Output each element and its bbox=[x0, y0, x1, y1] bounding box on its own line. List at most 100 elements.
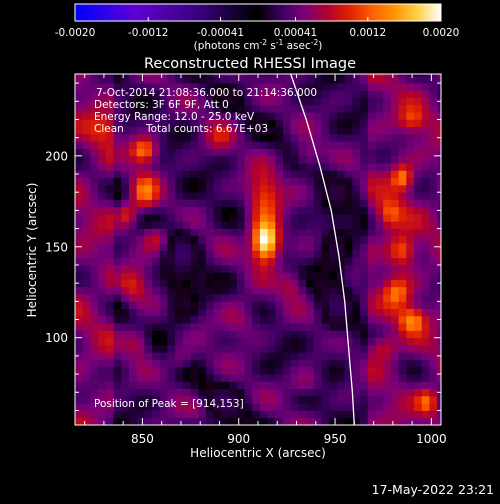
heatmap-cell bbox=[236, 403, 245, 411]
heatmap-cell bbox=[360, 308, 369, 317]
heatmap-cell bbox=[252, 235, 261, 244]
heatmap-cell bbox=[390, 184, 400, 193]
heatmap-cell bbox=[421, 294, 430, 302]
heatmap-cell bbox=[121, 403, 130, 411]
heatmap-cell bbox=[336, 148, 346, 157]
heatmap-cell bbox=[98, 243, 107, 251]
heatmap-cell bbox=[267, 192, 276, 200]
heatmap-cell bbox=[321, 403, 330, 411]
heatmap-cell bbox=[383, 134, 392, 142]
heatmap-cell bbox=[244, 112, 253, 120]
heatmap-cell bbox=[313, 395, 322, 404]
heatmap-cell bbox=[336, 257, 346, 266]
heatmap-cell bbox=[375, 148, 384, 157]
heatmap-cell bbox=[406, 177, 415, 186]
heatmap-cell bbox=[352, 235, 361, 244]
heatmap-cell bbox=[298, 344, 307, 353]
heatmap-cell bbox=[259, 177, 269, 186]
heatmap-cell bbox=[75, 323, 84, 331]
heatmap-cell bbox=[367, 141, 376, 149]
heatmap-cell bbox=[298, 257, 307, 266]
heatmap-cell bbox=[213, 83, 222, 91]
heatmap-cell bbox=[437, 330, 441, 339]
heatmap-cell bbox=[375, 83, 384, 91]
heatmap-cell bbox=[344, 74, 353, 77]
heatmap-cell bbox=[175, 148, 184, 157]
heatmap-cell bbox=[198, 199, 207, 208]
heatmap-cell bbox=[128, 155, 138, 164]
heatmap-cell bbox=[159, 366, 168, 375]
heatmap-cell bbox=[321, 286, 330, 295]
heatmap-cell bbox=[244, 272, 253, 280]
heatmap-cell bbox=[437, 155, 441, 164]
heatmap-cell bbox=[159, 344, 168, 353]
heatmap-cell bbox=[90, 250, 99, 259]
heatmap-cell bbox=[398, 134, 407, 142]
heatmap-cell bbox=[252, 257, 261, 266]
heatmap-cell bbox=[298, 308, 307, 317]
heatmap-cell bbox=[98, 257, 107, 266]
heatmap-cell bbox=[213, 112, 222, 120]
heatmap-cell bbox=[352, 323, 361, 331]
heatmap-cell bbox=[429, 388, 438, 397]
heatmap-cell bbox=[313, 228, 322, 237]
heatmap-cell bbox=[352, 112, 361, 120]
heatmap-cell bbox=[367, 177, 376, 186]
heatmap-cell bbox=[144, 206, 153, 215]
heatmap-cell bbox=[167, 395, 176, 404]
heatmap-cell bbox=[221, 155, 230, 164]
heatmap-cell bbox=[98, 177, 107, 186]
heatmap-cell bbox=[421, 74, 430, 77]
heatmap-cell bbox=[283, 75, 292, 84]
heatmap-cell bbox=[159, 206, 168, 215]
heatmap-cell bbox=[306, 177, 315, 186]
heatmap-cell bbox=[128, 221, 138, 229]
heatmap-cell bbox=[221, 417, 230, 425]
heatmap-cell bbox=[236, 192, 245, 200]
heatmap-cell bbox=[152, 228, 161, 237]
heatmap-cell bbox=[390, 250, 400, 259]
heatmap-cell bbox=[367, 381, 376, 390]
heatmap-cell bbox=[159, 83, 168, 91]
heatmap-cell bbox=[159, 75, 168, 84]
heatmap-cell bbox=[267, 221, 276, 229]
heatmap-cell bbox=[429, 294, 438, 302]
heatmap-cell bbox=[375, 410, 384, 419]
heatmap-cell bbox=[283, 192, 292, 200]
heatmap-cell bbox=[421, 214, 430, 222]
heatmap-cell bbox=[159, 97, 168, 106]
heatmap-cell bbox=[406, 74, 415, 77]
heatmap-cell bbox=[352, 388, 361, 397]
heatmap-cell bbox=[105, 344, 114, 353]
heatmap-cell bbox=[205, 388, 215, 397]
heatmap-cell bbox=[321, 323, 330, 331]
heatmap-cell bbox=[437, 199, 441, 208]
heatmap-cell bbox=[113, 192, 122, 200]
heatmap-cell bbox=[182, 192, 191, 200]
heatmap-cell bbox=[259, 206, 269, 215]
heatmap-cell bbox=[90, 184, 99, 193]
heatmap-cell bbox=[329, 141, 338, 149]
heatmap-cell bbox=[360, 264, 369, 273]
heatmap-cell bbox=[159, 192, 168, 200]
heatmap-cell bbox=[290, 134, 299, 142]
heatmap-cell bbox=[375, 395, 384, 404]
heatmap-cell bbox=[144, 134, 153, 142]
heatmap-cell bbox=[336, 199, 346, 208]
heatmap-cell bbox=[182, 126, 191, 135]
heatmap-cell bbox=[244, 286, 253, 295]
heatmap-cell bbox=[229, 301, 238, 309]
heatmap-cell bbox=[267, 337, 276, 346]
heatmap-cell bbox=[136, 279, 145, 288]
heatmap-cell bbox=[352, 395, 361, 404]
heatmap-cell bbox=[82, 235, 91, 244]
heatmap-cell bbox=[360, 403, 369, 411]
heatmap-cell bbox=[182, 221, 191, 229]
heatmap-cell bbox=[82, 294, 91, 302]
heatmap-cell bbox=[390, 177, 400, 186]
heatmap-cell bbox=[398, 155, 407, 164]
heatmap-cell bbox=[121, 90, 130, 99]
heatmap-cell bbox=[437, 141, 441, 149]
